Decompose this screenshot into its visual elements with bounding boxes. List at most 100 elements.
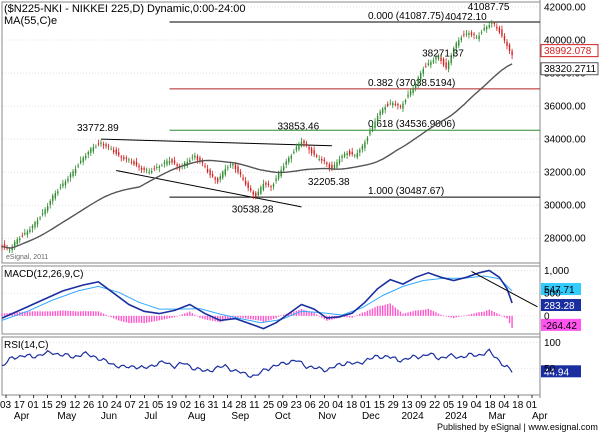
- macd-histogram-bar: [120, 315, 122, 322]
- macd-histogram-bar: [44, 311, 46, 316]
- ma-legend-label: MA(55,C)e: [4, 15, 57, 27]
- candle-body: [475, 37, 478, 39]
- macd-histogram-bar: [239, 315, 242, 318]
- candle-body: [209, 170, 211, 176]
- candle-body: [153, 168, 155, 170]
- candle-body: [255, 192, 257, 198]
- x-day-label: 21: [138, 400, 150, 411]
- candle-body: [239, 171, 242, 175]
- macd-histogram-bar: [140, 315, 143, 323]
- candle-body: [16, 239, 18, 245]
- macd-histogram-bar: [300, 309, 303, 316]
- rsi-value-box: [541, 365, 581, 378]
- x-month-label: Aug: [188, 411, 206, 422]
- rsi-value-label: 44.94: [544, 367, 569, 378]
- x-day-label: 09: [415, 400, 427, 411]
- candle-body: [199, 157, 201, 162]
- x-day-label: 09: [277, 400, 289, 411]
- candle-body: [82, 157, 84, 162]
- x-month-label: Sep: [231, 411, 249, 422]
- macd-histogram-bar: [82, 311, 84, 316]
- candle-body: [417, 77, 419, 85]
- x-day-label: 29: [55, 400, 67, 411]
- macd-histogram-bar: [128, 315, 130, 324]
- candle-body: [87, 151, 89, 155]
- macd-histogram-bar: [442, 315, 445, 317]
- macd-histogram-bar: [270, 315, 272, 320]
- candle-body: [143, 167, 145, 170]
- x-day-label: 06: [305, 400, 317, 411]
- candle-body: [148, 171, 150, 173]
- macd-histogram-bar: [194, 314, 196, 316]
- chart-watermark: eSignal, 2011: [6, 254, 48, 261]
- macd-histogram-bar: [346, 315, 348, 318]
- macd-histogram-bar: [430, 309, 432, 316]
- candle-body: [285, 161, 287, 165]
- macd-histogram-bar: [425, 309, 427, 316]
- candle-body: [326, 162, 328, 165]
- macd-histogram-bar: [227, 315, 229, 320]
- macd-histogram-bar: [92, 311, 95, 316]
- candle-body: [440, 57, 442, 61]
- candle-body: [41, 213, 44, 215]
- macd-histogram-bar: [511, 315, 513, 328]
- macd-histogram-bar: [171, 315, 173, 318]
- candle-body: [445, 62, 447, 69]
- candle-body: [414, 84, 417, 88]
- candle-body: [493, 22, 496, 24]
- candle-body: [361, 146, 364, 150]
- macd-histogram-bar: [427, 308, 430, 316]
- macd-histogram-bar: [483, 311, 485, 316]
- macd-histogram-bar: [191, 313, 194, 316]
- candle-body: [130, 162, 133, 164]
- candle-body: [371, 125, 374, 131]
- macd-histogram-bar: [397, 309, 399, 316]
- candle-body: [389, 103, 391, 105]
- last-price-box: [540, 44, 599, 58]
- swing-price-label: 32205.38: [308, 177, 350, 188]
- x-day-label: 24: [111, 400, 123, 411]
- candle-body: [163, 162, 166, 164]
- macd-histogram-bar: [168, 315, 171, 319]
- macd-histogram-bar: [491, 310, 493, 316]
- macd-histogram-bar: [359, 313, 361, 316]
- x-month-label: Jun: [101, 411, 117, 422]
- x-day-label: 15: [42, 400, 54, 411]
- macd-histogram-bar: [465, 315, 468, 316]
- candle-body: [151, 171, 153, 173]
- candle-body: [374, 121, 376, 128]
- macd-histogram-bar: [252, 315, 254, 320]
- macd-histogram-bar: [234, 315, 237, 317]
- candle-body: [222, 171, 224, 178]
- candle-body: [392, 102, 394, 106]
- candle-body: [346, 153, 348, 156]
- macd-histogram-bar: [153, 315, 155, 322]
- candle-body: [54, 193, 56, 199]
- macd-histogram-bar: [458, 315, 460, 317]
- swing-price-label: 40472.10: [445, 12, 487, 23]
- macd-histogram-bar: [219, 315, 221, 323]
- macd-histogram-bar: [118, 315, 120, 321]
- candle-body: [34, 222, 36, 228]
- macd-histogram-bar: [247, 315, 249, 319]
- x-day-label: 18: [484, 400, 496, 411]
- candle-body: [412, 88, 414, 93]
- candle-body: [57, 191, 59, 194]
- last-price-label: 38992.078: [544, 46, 592, 57]
- x-day-label: 15: [374, 400, 386, 411]
- candle-body: [298, 144, 300, 150]
- macd-histogram-bar: [24, 311, 26, 316]
- macd-divergence-line: [471, 270, 538, 308]
- candle-body: [376, 116, 379, 122]
- price-tick-label: 30000.00: [544, 201, 586, 212]
- candle-body: [470, 32, 473, 35]
- candle-body: [135, 161, 138, 166]
- macd-histogram-bar: [447, 315, 450, 317]
- trendlines: [100, 138, 332, 208]
- macd-histogram-bar: [493, 312, 496, 316]
- x-day-label: 18: [512, 400, 524, 411]
- macd-histogram-bar: [95, 311, 97, 316]
- macd-histogram-bar: [64, 310, 67, 316]
- candle-body: [3, 244, 6, 248]
